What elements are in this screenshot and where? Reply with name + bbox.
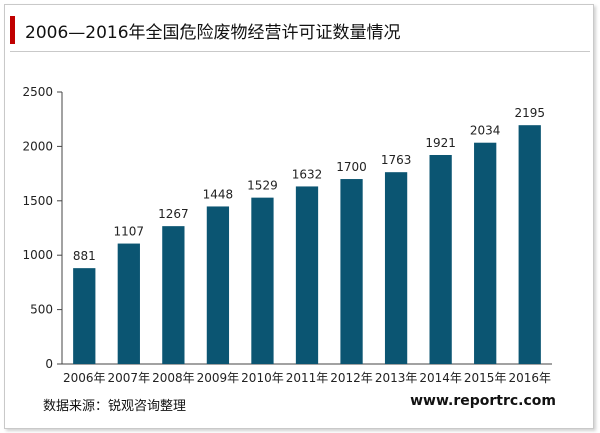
x-tick-label: 2006年 — [63, 371, 106, 385]
x-tick-label: 2012年 — [330, 371, 373, 385]
chart-title: 2006—2016年全国危险废物经营许可证数量情况 — [25, 22, 401, 43]
bar-value-label: 1529 — [247, 179, 278, 193]
bar-value-label: 1448 — [203, 187, 234, 201]
bar — [73, 268, 96, 364]
x-tick-label: 2007年 — [108, 371, 151, 385]
data-source: 数据来源：锐观咨询整理 — [43, 399, 187, 414]
bar — [340, 179, 363, 364]
source-url: www.reportrc.com — [410, 393, 556, 409]
bar — [162, 226, 185, 364]
y-tick-label: 500 — [30, 303, 53, 317]
y-tick-label: 1500 — [22, 194, 53, 208]
x-tick-label: 2009年 — [197, 371, 240, 385]
bar — [429, 154, 452, 364]
bar — [295, 186, 319, 364]
bar-value-label: 1107 — [114, 225, 145, 239]
x-tick-label: 2014年 — [419, 371, 462, 385]
bar-value-label: 1763 — [381, 153, 412, 167]
bar-value-label: 881 — [73, 249, 96, 263]
bar — [518, 125, 541, 365]
x-tick-label: 2016年 — [508, 371, 551, 385]
bar — [206, 206, 230, 364]
bar-value-label: 1921 — [425, 136, 456, 150]
bar — [384, 172, 408, 364]
bar-value-label: 1267 — [158, 207, 189, 221]
y-tick-label: 0 — [45, 357, 53, 371]
title-divider — [10, 51, 590, 52]
bar — [251, 197, 274, 364]
x-tick-label: 2015年 — [464, 371, 507, 385]
x-tick-label: 2011年 — [286, 371, 329, 385]
y-tick-label: 1000 — [22, 248, 53, 262]
bar-value-label: 2034 — [470, 124, 501, 138]
bar-value-label: 1700 — [336, 160, 367, 174]
title-accent-bar — [10, 16, 15, 44]
y-tick-label: 2000 — [22, 139, 53, 153]
x-tick-label: 2013年 — [375, 371, 418, 385]
x-tick-label: 2010年 — [241, 371, 284, 385]
bar-value-label: 1632 — [292, 167, 323, 181]
bar-value-label: 2195 — [514, 106, 545, 120]
title-bar: 2006—2016年全国危险废物经营许可证数量情况 — [10, 10, 590, 50]
x-tick-label: 2008年 — [152, 371, 195, 385]
bar — [117, 243, 140, 364]
bar — [474, 142, 497, 364]
y-tick-label: 2500 — [22, 85, 53, 99]
